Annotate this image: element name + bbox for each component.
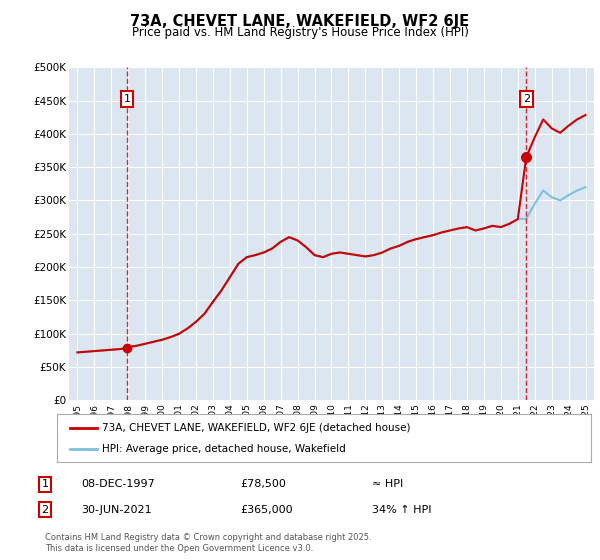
Text: 30-JUN-2021: 30-JUN-2021: [81, 505, 152, 515]
Text: 1: 1: [124, 94, 130, 104]
Text: 2: 2: [523, 94, 530, 104]
Text: 08-DEC-1997: 08-DEC-1997: [81, 479, 155, 489]
Text: 73A, CHEVET LANE, WAKEFIELD, WF2 6JE: 73A, CHEVET LANE, WAKEFIELD, WF2 6JE: [130, 14, 470, 29]
Text: 73A, CHEVET LANE, WAKEFIELD, WF2 6JE (detached house): 73A, CHEVET LANE, WAKEFIELD, WF2 6JE (de…: [103, 423, 411, 433]
Text: Price paid vs. HM Land Registry's House Price Index (HPI): Price paid vs. HM Land Registry's House …: [131, 26, 469, 39]
Text: £78,500: £78,500: [240, 479, 286, 489]
Text: Contains HM Land Registry data © Crown copyright and database right 2025.
This d: Contains HM Land Registry data © Crown c…: [45, 533, 371, 553]
Text: £365,000: £365,000: [240, 505, 293, 515]
Text: HPI: Average price, detached house, Wakefield: HPI: Average price, detached house, Wake…: [103, 444, 346, 454]
Text: 34% ↑ HPI: 34% ↑ HPI: [372, 505, 431, 515]
Text: 2: 2: [41, 505, 49, 515]
Text: 1: 1: [41, 479, 49, 489]
Text: ≈ HPI: ≈ HPI: [372, 479, 403, 489]
